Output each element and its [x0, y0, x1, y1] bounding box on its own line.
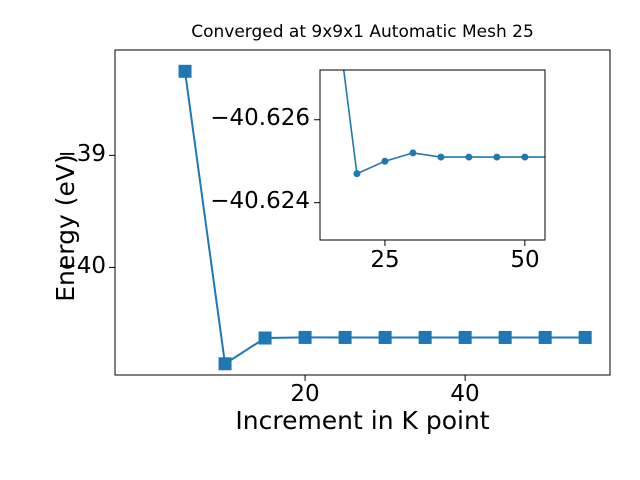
x-tick-label: 40 [450, 381, 480, 407]
data-point-marker [353, 170, 361, 178]
data-point-marker [338, 330, 352, 344]
data-point-marker [298, 330, 312, 344]
data-point-marker [458, 330, 472, 344]
data-point-marker [178, 64, 192, 78]
data-point-marker [465, 153, 473, 161]
inset-y-tick-label: −40.626 [210, 105, 310, 131]
inset-axes-frame [319, 69, 546, 241]
data-point-marker [381, 157, 389, 165]
y-tick-label: −39 [57, 141, 106, 167]
data-point-marker [218, 357, 232, 371]
data-point-marker [538, 330, 552, 344]
data-point-marker [258, 331, 272, 345]
data-point-marker [493, 153, 501, 161]
data-point-marker [521, 153, 529, 161]
data-point-marker [549, 154, 556, 161]
inset-x-tick-label: 25 [370, 247, 400, 273]
y-tick-label: −40 [57, 253, 106, 279]
data-point-marker [578, 330, 592, 344]
x-tick-label: 20 [290, 381, 320, 407]
main-data-series [178, 64, 592, 371]
inset-data-series [342, 70, 556, 178]
main-axes-frame [114, 49, 611, 376]
inset-background [320, 70, 545, 240]
data-point-marker [498, 330, 512, 344]
data-point-marker [437, 153, 445, 161]
data-point-marker [378, 330, 392, 344]
inset-y-tick-label: −40.624 [210, 188, 310, 214]
inset-tick-marks [314, 119, 526, 246]
data-point-marker [418, 330, 432, 344]
inset-x-tick-label: 50 [510, 247, 540, 273]
chart-title: Converged at 9x9x1 Automatic Mesh 25 [191, 22, 534, 42]
data-point-marker [409, 149, 417, 157]
main-tick-marks [109, 154, 466, 381]
x-axis-label: Increment in K point [235, 406, 490, 435]
